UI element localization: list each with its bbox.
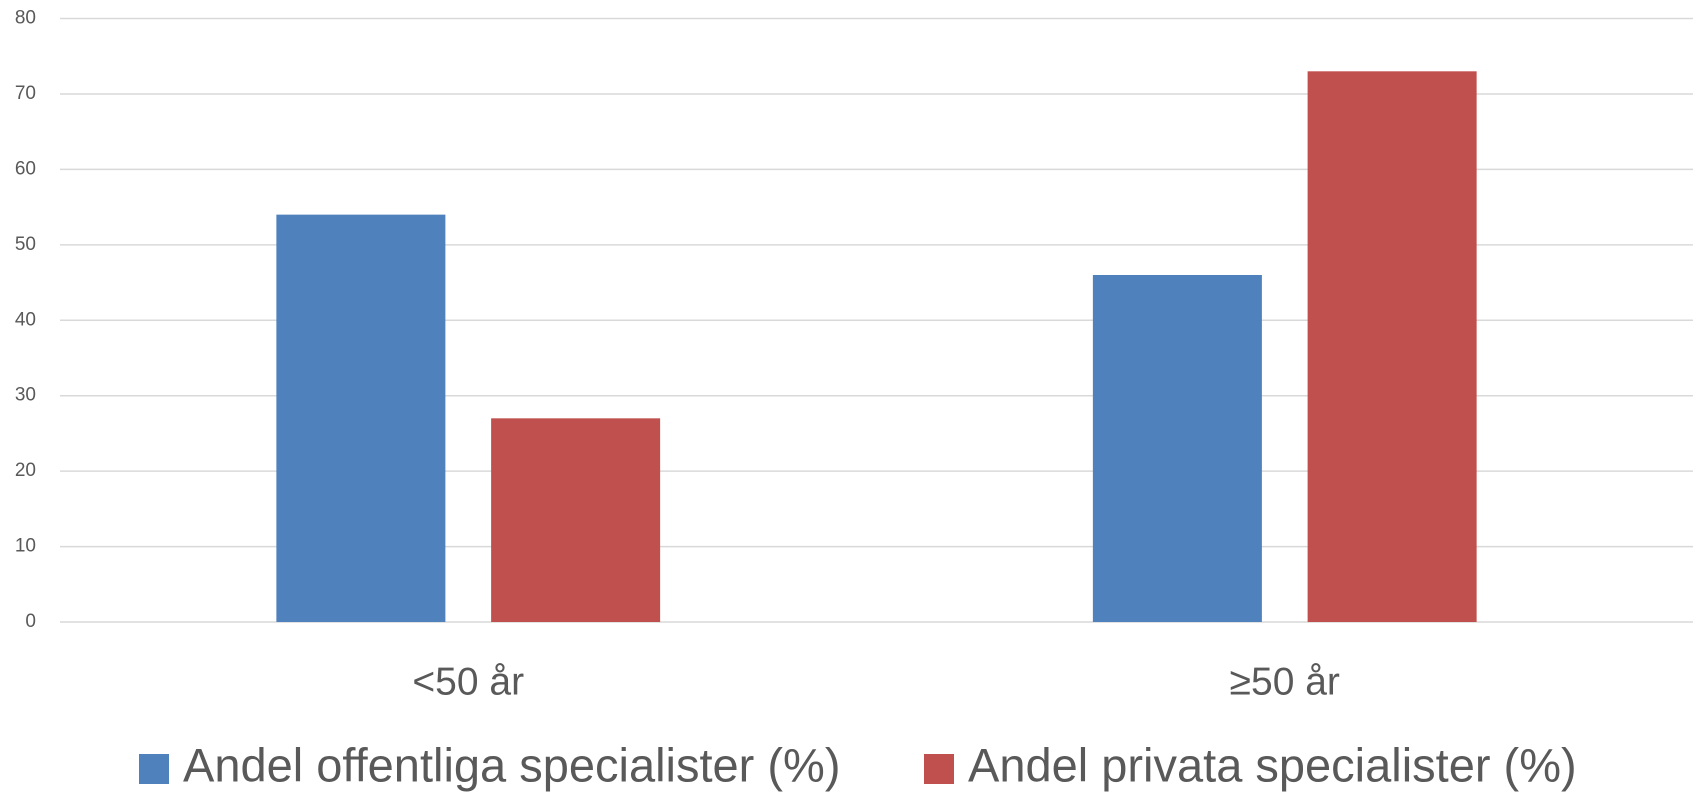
bar xyxy=(1307,71,1477,622)
y-tick-label: 20 xyxy=(15,460,36,481)
x-tick-label: ≥50 år xyxy=(1230,660,1340,703)
bar xyxy=(276,214,446,622)
legend-swatch xyxy=(924,754,954,784)
y-tick-label: 70 xyxy=(15,83,36,104)
legend-label: Andel offentliga specialister (%) xyxy=(183,738,840,791)
y-tick-label: 30 xyxy=(15,385,36,406)
bar xyxy=(1092,274,1262,622)
legend-label: Andel privata specialister (%) xyxy=(968,738,1577,791)
x-tick-label: <50 år xyxy=(412,660,524,703)
y-tick-label: 60 xyxy=(15,158,36,179)
bar xyxy=(491,418,661,622)
y-tick-label: 0 xyxy=(25,611,36,632)
y-tick-label: 50 xyxy=(15,234,36,255)
y-tick-label: 80 xyxy=(15,8,36,29)
legend-swatch xyxy=(139,754,169,784)
y-tick-label: 10 xyxy=(15,536,36,557)
y-tick-label: 40 xyxy=(15,309,36,330)
